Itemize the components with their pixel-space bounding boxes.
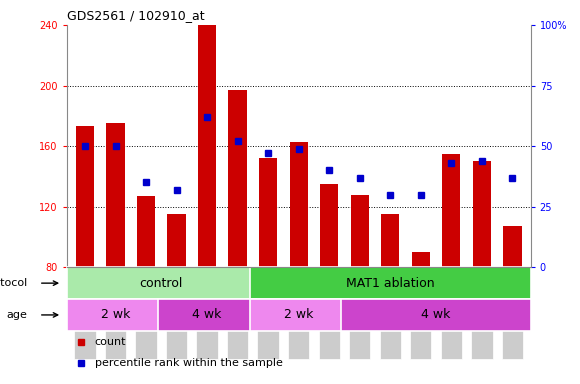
Bar xyxy=(471,267,492,359)
Text: GDS2561 / 102910_at: GDS2561 / 102910_at xyxy=(67,9,204,22)
Bar xyxy=(259,158,277,267)
Bar xyxy=(318,267,340,359)
Bar xyxy=(342,299,531,331)
Bar xyxy=(412,252,430,267)
Bar xyxy=(381,214,400,267)
Bar xyxy=(250,267,531,299)
Text: control: control xyxy=(140,276,183,290)
Bar xyxy=(410,267,432,359)
Bar xyxy=(379,267,401,359)
Text: MAT1 ablation: MAT1 ablation xyxy=(346,276,434,290)
Text: percentile rank within the sample: percentile rank within the sample xyxy=(95,358,282,368)
Bar xyxy=(158,299,256,331)
Text: 4 wk: 4 wk xyxy=(422,308,451,321)
Bar xyxy=(166,267,187,359)
Bar xyxy=(67,299,164,331)
Text: 2 wk: 2 wk xyxy=(101,308,130,321)
Bar xyxy=(258,267,279,359)
Bar xyxy=(106,123,125,267)
Bar xyxy=(289,142,308,267)
Bar xyxy=(350,195,369,267)
Bar xyxy=(288,267,309,359)
Bar xyxy=(349,267,371,359)
Bar xyxy=(74,267,96,359)
Bar xyxy=(250,299,347,331)
Text: protocol: protocol xyxy=(0,278,27,288)
Bar xyxy=(473,161,491,267)
Bar xyxy=(76,126,94,267)
Text: count: count xyxy=(95,338,126,348)
Bar xyxy=(198,25,216,267)
Bar xyxy=(320,184,338,267)
Bar xyxy=(67,267,256,299)
Text: age: age xyxy=(6,310,27,320)
Bar xyxy=(503,226,521,267)
Text: 4 wk: 4 wk xyxy=(193,308,222,321)
Bar xyxy=(168,214,186,267)
Bar xyxy=(442,154,461,267)
Bar xyxy=(135,267,157,359)
Bar xyxy=(441,267,462,359)
Bar xyxy=(105,267,126,359)
Text: 2 wk: 2 wk xyxy=(284,308,313,321)
Bar xyxy=(197,267,218,359)
Bar xyxy=(227,267,248,359)
Bar xyxy=(229,90,247,267)
Bar xyxy=(137,196,155,267)
Bar xyxy=(502,267,523,359)
